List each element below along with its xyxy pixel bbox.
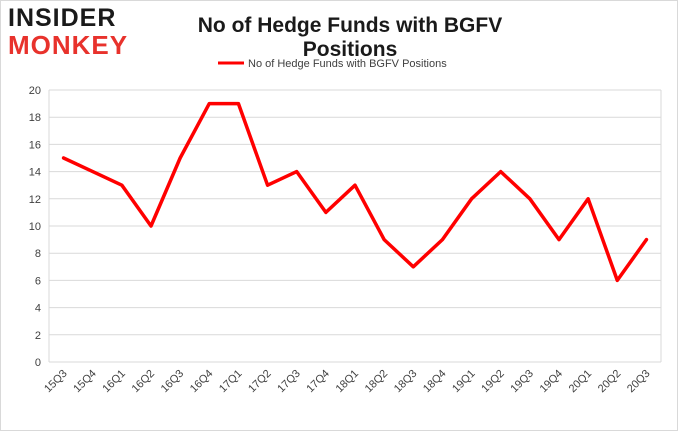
x-tick-label: 17Q4: [304, 368, 332, 396]
logo-line-2: MONKEY: [8, 30, 129, 60]
y-tick-label: 4: [35, 303, 41, 315]
data-point: [499, 170, 503, 174]
y-tick-label: 12: [29, 194, 41, 206]
y-tick-label: 8: [35, 248, 41, 260]
x-tick-label: 15Q4: [71, 368, 99, 396]
y-tick-label: 14: [29, 167, 41, 179]
x-tick-label: 20Q2: [596, 368, 624, 396]
x-tick-label: 19Q1: [450, 368, 478, 396]
series-line: [61, 101, 649, 283]
x-tick-label: 18Q3: [392, 368, 420, 396]
series-group: [61, 101, 649, 283]
x-axis-ticks: 15Q3 15Q4 16Q1 16Q2 16Q3 16Q4 17Q1 17Q2 17Q3 17Q4…: [42, 368, 652, 396]
data-point: [178, 156, 182, 160]
x-tick-label: 19Q4: [538, 368, 566, 396]
data-point: [91, 170, 95, 174]
y-tick-label: 18: [29, 112, 41, 124]
y-tick-label: 20: [29, 85, 41, 97]
x-tick-label: 16Q2: [130, 368, 158, 396]
data-point: [470, 197, 474, 201]
data-point: [120, 183, 124, 187]
x-tick-label: 19Q3: [508, 368, 536, 396]
x-tick-label: 18Q1: [334, 368, 362, 396]
legend-label: No of Hedge Funds with BGFV Positions: [248, 58, 447, 70]
y-tick-label: 6: [35, 275, 41, 287]
insider-monkey-logo: INSIDER MONKEY: [8, 4, 129, 60]
data-point: [382, 238, 386, 242]
data-point: [62, 156, 66, 160]
data-point: [295, 170, 299, 174]
data-point: [266, 183, 270, 187]
y-tick-label: 2: [35, 330, 41, 342]
data-point: [236, 102, 240, 106]
logo-line-1: INSIDER: [8, 4, 117, 32]
y-tick-label: 0: [35, 357, 41, 369]
data-point: [411, 265, 415, 269]
y-tick-label: 16: [29, 139, 41, 151]
x-tick-label: 18Q2: [363, 368, 391, 396]
data-point: [353, 183, 357, 187]
x-tick-label: 16Q3: [159, 368, 187, 396]
x-tick-label: 15Q3: [42, 368, 70, 396]
y-tick-label: 10: [29, 221, 41, 233]
chart-title: No of Hedge Funds with BGFV Positions: [197, 14, 503, 61]
y-axis-ticks: 0 2 4 6 8 10 12 14 16 18 20: [29, 85, 41, 369]
grid: [48, 89, 662, 363]
x-tick-label: 16Q1: [100, 368, 128, 396]
x-tick-label: 17Q3: [275, 368, 303, 396]
x-tick-label: 20Q1: [567, 368, 595, 396]
legend: No of Hedge Funds with BGFV Positions: [218, 58, 447, 70]
data-point: [149, 224, 153, 228]
data-point: [557, 238, 561, 242]
data-point: [644, 238, 648, 242]
data-point: [528, 197, 532, 201]
x-tick-label: 19Q2: [479, 368, 507, 396]
x-tick-label: 16Q4: [188, 368, 216, 396]
data-point: [324, 210, 328, 214]
x-tick-label: 20Q3: [625, 368, 653, 396]
data-point: [440, 238, 444, 242]
data-point: [586, 197, 590, 201]
x-tick-label: 18Q4: [421, 368, 449, 396]
data-point: [207, 102, 211, 106]
x-tick-label: 17Q1: [217, 368, 245, 396]
x-tick-label: 17Q2: [246, 368, 274, 396]
data-point: [615, 278, 619, 282]
